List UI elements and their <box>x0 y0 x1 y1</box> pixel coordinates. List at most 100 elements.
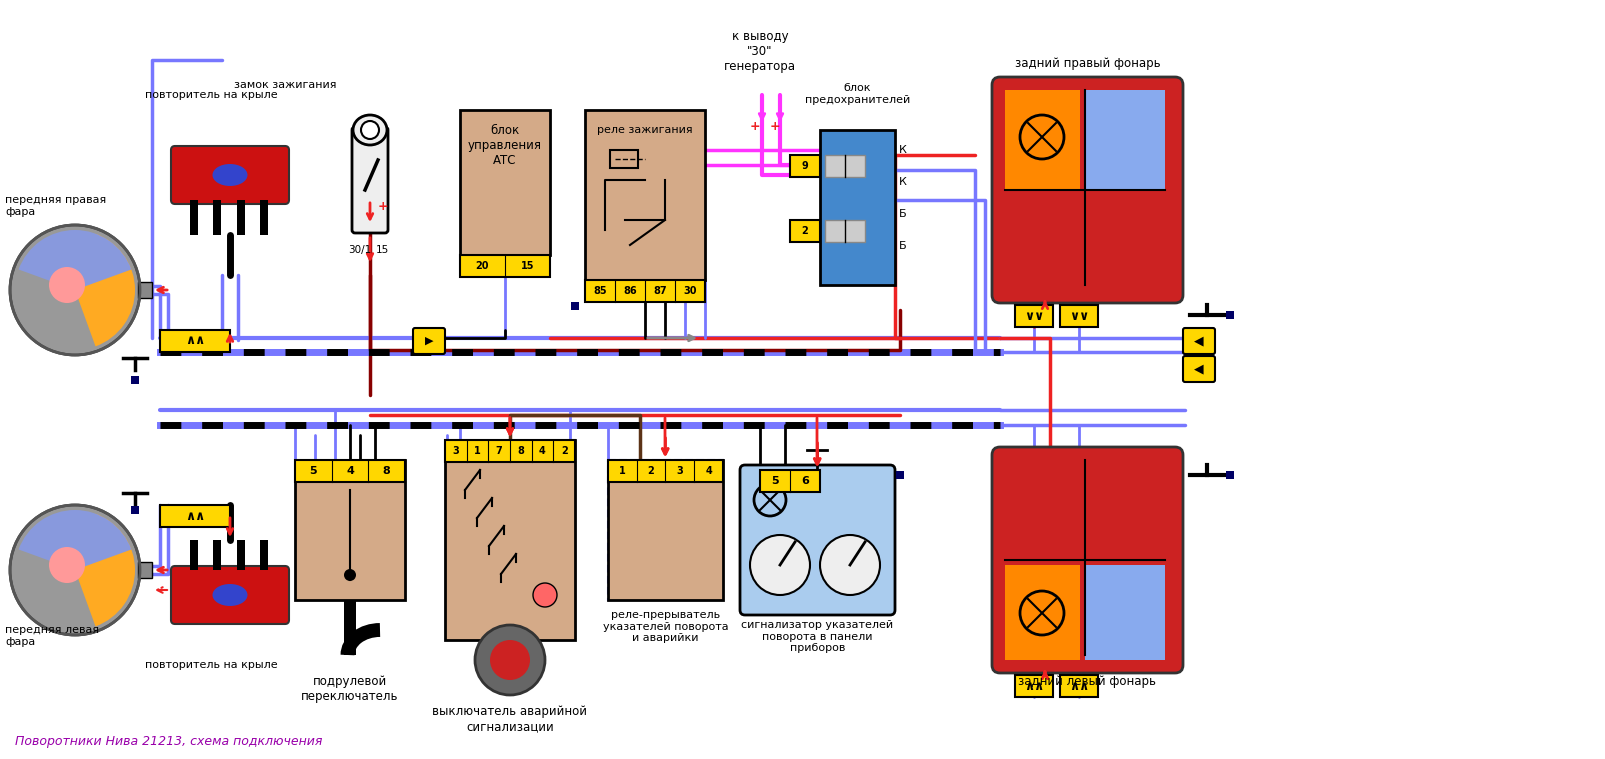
Text: К: К <box>899 177 907 187</box>
Text: ∨∨: ∨∨ <box>1069 310 1088 323</box>
FancyBboxPatch shape <box>992 77 1183 303</box>
Bar <box>295 460 404 482</box>
FancyBboxPatch shape <box>351 127 388 233</box>
Text: ∧∧: ∧∧ <box>1024 679 1043 692</box>
Text: задний левый фонарь: задний левый фонарь <box>1018 675 1156 688</box>
Ellipse shape <box>212 164 247 186</box>
Circle shape <box>50 547 85 583</box>
Text: повторитель на крыле: повторитель на крыле <box>144 660 278 670</box>
FancyBboxPatch shape <box>412 328 445 354</box>
Text: 4: 4 <box>705 466 711 476</box>
Text: 30: 30 <box>682 286 697 296</box>
Text: 85: 85 <box>592 286 607 296</box>
Bar <box>260 540 268 570</box>
Text: 30/1: 30/1 <box>348 245 371 255</box>
Bar <box>260 200 268 235</box>
Text: подрулевой
переключатель: подрулевой переключатель <box>302 675 398 703</box>
Bar <box>571 302 579 310</box>
Text: К: К <box>899 145 907 155</box>
Text: 2: 2 <box>560 446 567 456</box>
Bar <box>1005 90 1079 190</box>
Circle shape <box>750 535 809 595</box>
Circle shape <box>533 583 557 607</box>
FancyBboxPatch shape <box>1183 328 1215 354</box>
Text: Поворотники Нива 21213, схема подключения: Поворотники Нива 21213, схема подключени… <box>14 735 323 748</box>
Bar <box>608 460 722 482</box>
Wedge shape <box>75 514 135 626</box>
Text: ◀: ◀ <box>1194 335 1204 348</box>
Text: ◀: ◀ <box>1194 363 1204 376</box>
Bar <box>445 440 575 462</box>
Text: 9: 9 <box>801 161 807 171</box>
Text: Б: Б <box>899 241 907 251</box>
Text: 1: 1 <box>618 466 626 476</box>
Text: передняя левая
фара: передняя левая фара <box>5 625 100 647</box>
Bar <box>189 540 197 570</box>
Ellipse shape <box>212 584 247 606</box>
Bar <box>132 506 140 514</box>
Bar <box>445 440 575 640</box>
Text: 8: 8 <box>382 466 390 476</box>
Bar <box>608 460 722 600</box>
Bar <box>790 155 820 177</box>
Bar <box>459 255 549 277</box>
Bar <box>584 280 705 302</box>
Bar <box>160 505 230 527</box>
Bar <box>584 110 705 280</box>
Bar <box>608 460 722 600</box>
Text: 3: 3 <box>676 466 682 476</box>
Bar <box>138 282 152 298</box>
Text: ▶: ▶ <box>424 336 433 346</box>
Bar <box>1014 305 1053 327</box>
Bar <box>610 150 637 168</box>
Bar <box>213 540 221 570</box>
Text: 1: 1 <box>473 446 480 456</box>
FancyBboxPatch shape <box>992 447 1183 673</box>
Bar <box>459 110 549 255</box>
Bar <box>825 155 865 177</box>
Text: реле зажигания: реле зажигания <box>597 125 692 135</box>
Text: 2: 2 <box>801 226 807 236</box>
Bar <box>295 460 404 600</box>
Text: блок
управления
АТС: блок управления АТС <box>467 124 541 166</box>
Text: 5: 5 <box>770 476 778 486</box>
Bar <box>343 600 356 655</box>
Text: 7: 7 <box>496 446 502 456</box>
Text: 87: 87 <box>653 286 666 296</box>
FancyBboxPatch shape <box>170 566 289 624</box>
Wedge shape <box>75 234 135 346</box>
Bar <box>132 376 140 384</box>
Text: ∨∨: ∨∨ <box>1024 310 1043 323</box>
Bar <box>1225 471 1233 479</box>
FancyBboxPatch shape <box>740 465 894 615</box>
Bar <box>896 471 904 479</box>
Text: 2: 2 <box>647 466 655 476</box>
Text: сигнализатор указателей
поворота в панели
приборов: сигнализатор указателей поворота в панел… <box>742 620 892 653</box>
Wedge shape <box>19 230 132 290</box>
Circle shape <box>50 267 85 303</box>
Circle shape <box>10 505 140 635</box>
Bar <box>825 220 865 242</box>
Text: 4: 4 <box>345 466 353 476</box>
Text: Б: Б <box>899 209 907 219</box>
Bar <box>238 540 246 570</box>
Text: ∧∧: ∧∧ <box>185 509 205 522</box>
Bar <box>238 200 246 235</box>
Circle shape <box>490 640 530 680</box>
Bar <box>1005 565 1079 660</box>
Circle shape <box>361 121 379 139</box>
Text: блок
предохранителей: блок предохранителей <box>804 83 910 105</box>
Text: ∧∧: ∧∧ <box>185 335 205 348</box>
Bar <box>1059 675 1098 697</box>
Bar <box>759 470 820 492</box>
FancyBboxPatch shape <box>1183 356 1215 382</box>
Text: +: + <box>769 120 780 133</box>
Text: задний правый фонарь: задний правый фонарь <box>1014 57 1159 70</box>
Wedge shape <box>19 510 132 570</box>
Text: выключатель аварийной
сигнализации: выключатель аварийной сигнализации <box>432 705 587 733</box>
Bar <box>1014 675 1053 697</box>
Bar <box>189 200 197 235</box>
Ellipse shape <box>353 115 387 145</box>
FancyBboxPatch shape <box>170 146 289 204</box>
Bar <box>1085 565 1164 660</box>
